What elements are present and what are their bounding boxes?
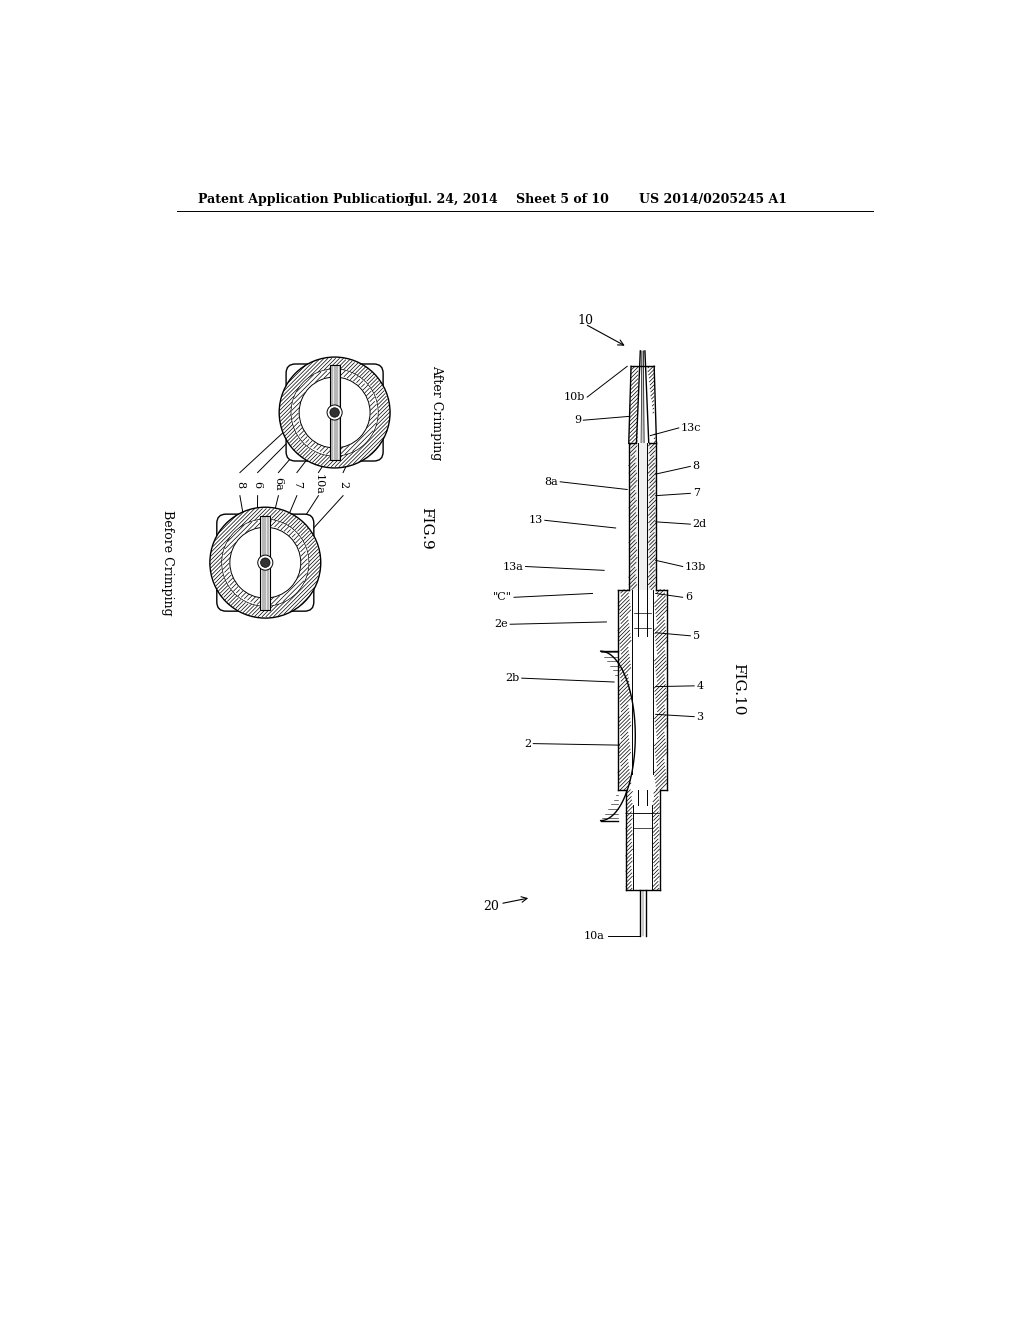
Text: 6a: 6a — [273, 478, 284, 491]
Text: 9: 9 — [573, 416, 581, 425]
Circle shape — [327, 405, 342, 420]
Bar — [629, 444, 656, 590]
Circle shape — [229, 527, 301, 598]
Text: 8a: 8a — [544, 477, 558, 487]
Text: 13b: 13b — [685, 561, 707, 572]
Text: 3: 3 — [696, 711, 703, 722]
Text: Patent Application Publication: Patent Application Publication — [199, 193, 414, 206]
Text: 2: 2 — [338, 480, 348, 487]
Text: 13a: 13a — [503, 561, 523, 572]
Circle shape — [260, 558, 270, 568]
Text: 6: 6 — [685, 593, 692, 602]
Text: 13: 13 — [528, 515, 543, 525]
Text: 10a: 10a — [584, 931, 604, 941]
Text: 4: 4 — [696, 681, 703, 690]
Circle shape — [280, 358, 390, 467]
Circle shape — [330, 408, 339, 417]
Text: 7: 7 — [292, 480, 302, 487]
Text: 10b: 10b — [563, 392, 585, 403]
Circle shape — [292, 370, 378, 455]
Circle shape — [258, 556, 272, 570]
Text: 7: 7 — [692, 488, 699, 499]
Text: 6: 6 — [253, 480, 262, 487]
Circle shape — [299, 378, 370, 447]
Text: US 2014/0205245 A1: US 2014/0205245 A1 — [639, 193, 786, 206]
Text: After Crimping: After Crimping — [430, 364, 442, 461]
Text: Before Crimping: Before Crimping — [161, 510, 174, 615]
FancyBboxPatch shape — [286, 364, 383, 461]
Text: Jul. 24, 2014: Jul. 24, 2014 — [410, 193, 499, 206]
Bar — [330, 366, 340, 459]
Text: 20: 20 — [482, 900, 499, 913]
Text: FIG.10: FIG.10 — [731, 664, 745, 715]
Bar — [260, 516, 270, 610]
Text: 2e: 2e — [495, 619, 508, 630]
Text: 2: 2 — [524, 739, 531, 748]
Text: 2b: 2b — [505, 673, 519, 684]
Circle shape — [210, 507, 321, 618]
Text: 2d: 2d — [692, 519, 707, 529]
Text: 5: 5 — [692, 631, 699, 640]
Text: 13c: 13c — [681, 422, 701, 433]
Text: Sheet 5 of 10: Sheet 5 of 10 — [515, 193, 608, 206]
Text: 10a: 10a — [313, 474, 324, 495]
Text: "C": "C" — [493, 593, 512, 602]
Circle shape — [222, 519, 308, 606]
Text: 8: 8 — [692, 462, 699, 471]
Text: 8: 8 — [234, 480, 245, 487]
Text: 10: 10 — [578, 314, 593, 326]
Text: FIG.9: FIG.9 — [419, 507, 433, 549]
FancyBboxPatch shape — [217, 515, 313, 611]
